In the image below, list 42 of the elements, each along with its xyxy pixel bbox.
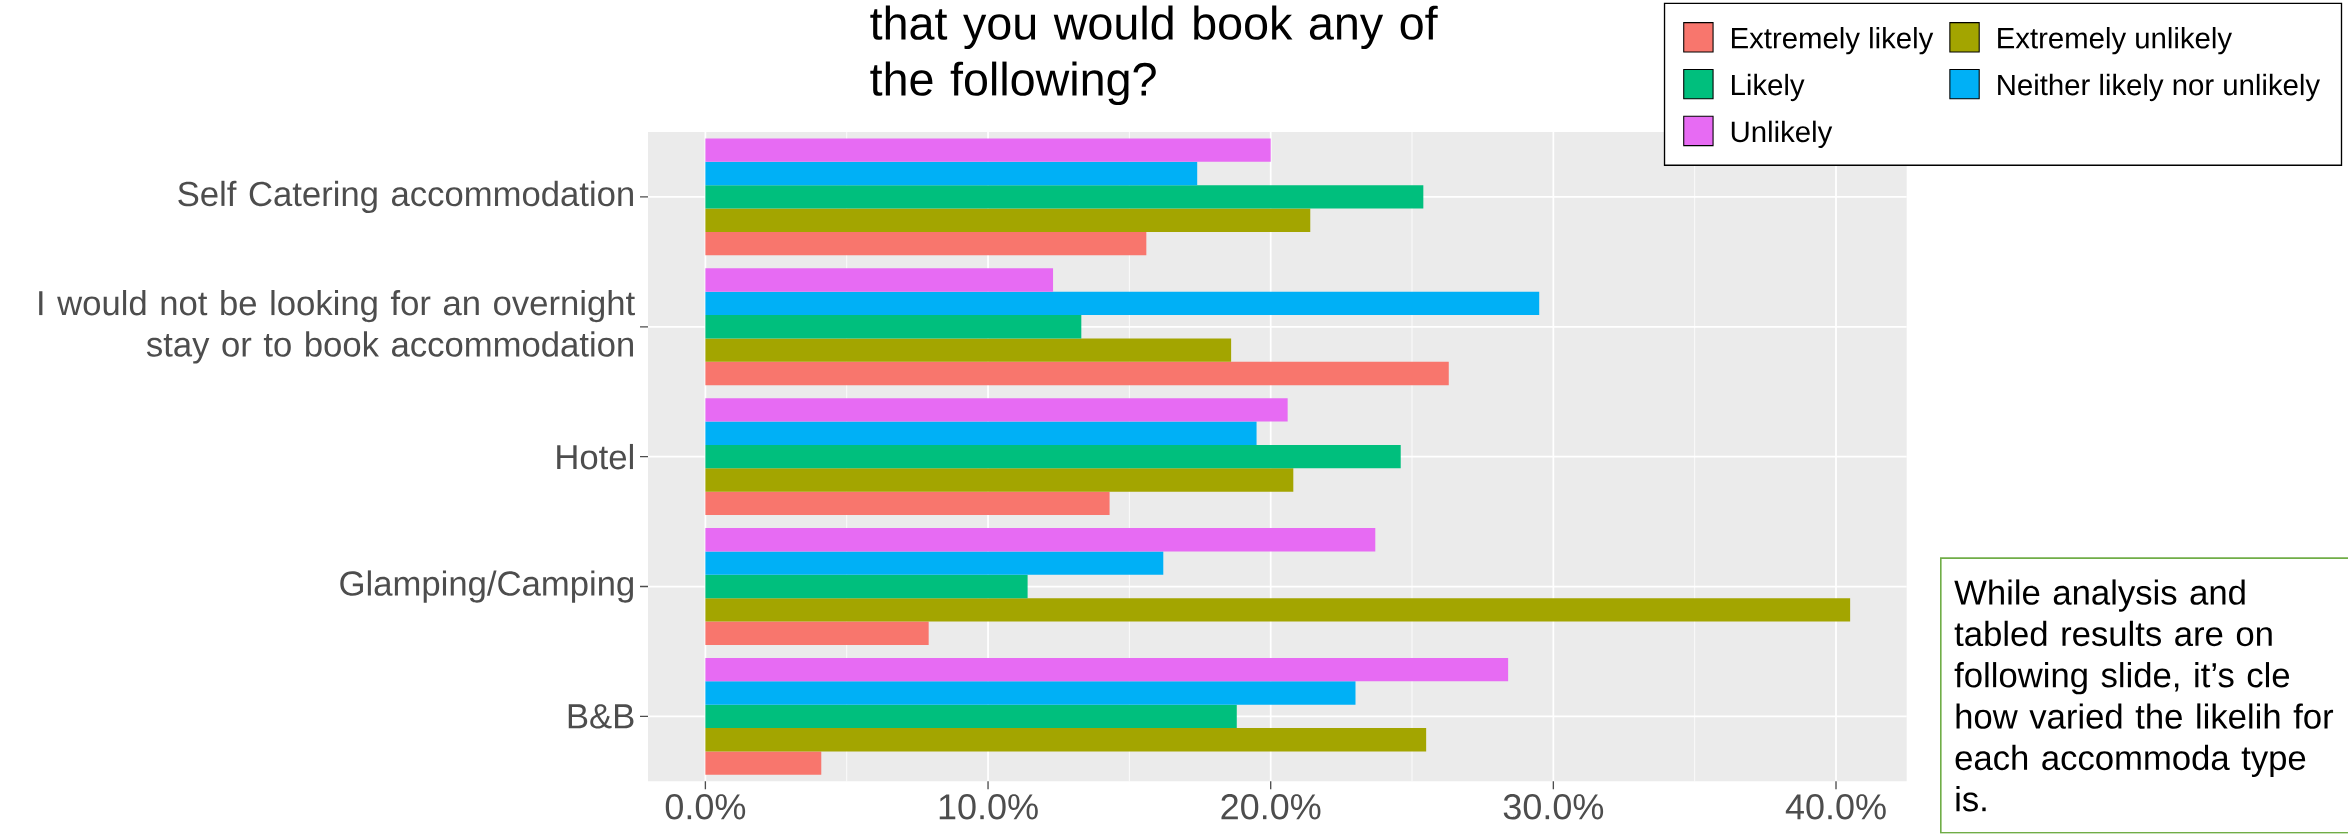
legend-label: Neither likely nor unlikely [1998, 74, 2321, 102]
bar [705, 491, 1110, 516]
legend-label: Likely [1732, 74, 1805, 102]
x-tick-label: 0.0% [665, 794, 746, 820]
bar [705, 185, 1424, 209]
bar [705, 208, 1311, 233]
chart-title: that you would book any of the following? [870, 5, 1438, 106]
bar [705, 658, 1509, 682]
y-tick-label: Glamping/Camping [340, 570, 633, 603]
bar [705, 268, 1054, 292]
bar [705, 681, 1356, 705]
bar [705, 728, 1427, 752]
bar [705, 621, 929, 646]
bar [705, 704, 1237, 729]
bar [705, 468, 1294, 492]
bar [705, 598, 1851, 622]
x-tick-label: 30.0% [1503, 794, 1604, 820]
bar [705, 338, 1232, 363]
bar [705, 398, 1288, 422]
bar [705, 551, 1164, 576]
bar [705, 362, 1449, 386]
bar [705, 751, 822, 776]
x-tick-label: 10.0% [939, 794, 1038, 820]
text: While analysis and tabled results are on following slide, it’s cle how varied the likelih for each accommoda type is. [1954, 579, 2334, 812]
bar [705, 421, 1257, 446]
bar [705, 291, 1540, 316]
y-tick-label: Hotel [557, 444, 633, 470]
y-tick-label: B&B [568, 704, 634, 729]
bar [705, 138, 1271, 163]
x-tick-label: 20.0% [1221, 794, 1321, 820]
y-tick-label: I would not be looking for an overnight stay or to book accommodation [39, 290, 635, 364]
x-tick-label: 40.0% [1785, 794, 1886, 820]
legend-label: Extremely likely [1732, 27, 1934, 55]
legend-label: Extremely unlikely [1998, 27, 2232, 55]
legend-label: Unlikely [1731, 120, 1833, 149]
y-tick-label: Self Catering accommodation [178, 180, 633, 214]
bar [705, 232, 1147, 256]
bar [705, 575, 1028, 599]
bar [705, 162, 1198, 186]
bar [705, 445, 1401, 469]
bar [705, 315, 1082, 339]
bar [705, 528, 1376, 552]
